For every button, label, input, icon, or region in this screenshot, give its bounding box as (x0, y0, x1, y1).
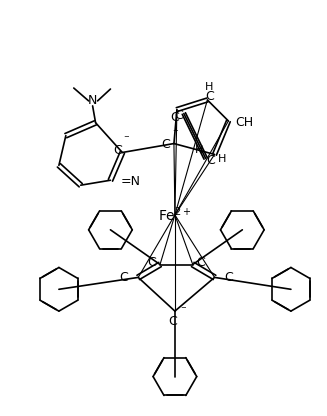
Text: C: C (205, 90, 214, 104)
Text: C: C (113, 144, 122, 157)
Text: C: C (148, 256, 157, 269)
Text: CH: CH (235, 116, 253, 129)
Text: C: C (196, 256, 205, 269)
Text: $^-$: $^-$ (171, 129, 180, 139)
Text: $^-$: $^-$ (179, 305, 187, 315)
Text: C: C (168, 314, 177, 327)
Text: C: C (120, 271, 128, 284)
Text: C: C (206, 154, 215, 167)
Text: N: N (88, 94, 97, 107)
Text: H: H (205, 82, 214, 92)
Text: C: C (171, 111, 179, 124)
Text: =N: =N (120, 175, 140, 188)
Text: Fe$^{2+}$: Fe$^{2+}$ (158, 206, 192, 224)
Text: $^-$: $^-$ (122, 134, 131, 144)
Text: C: C (224, 271, 233, 284)
Text: C: C (162, 138, 170, 151)
Text: H: H (195, 145, 203, 155)
Text: H: H (218, 154, 227, 164)
Text: C: C (175, 109, 183, 122)
